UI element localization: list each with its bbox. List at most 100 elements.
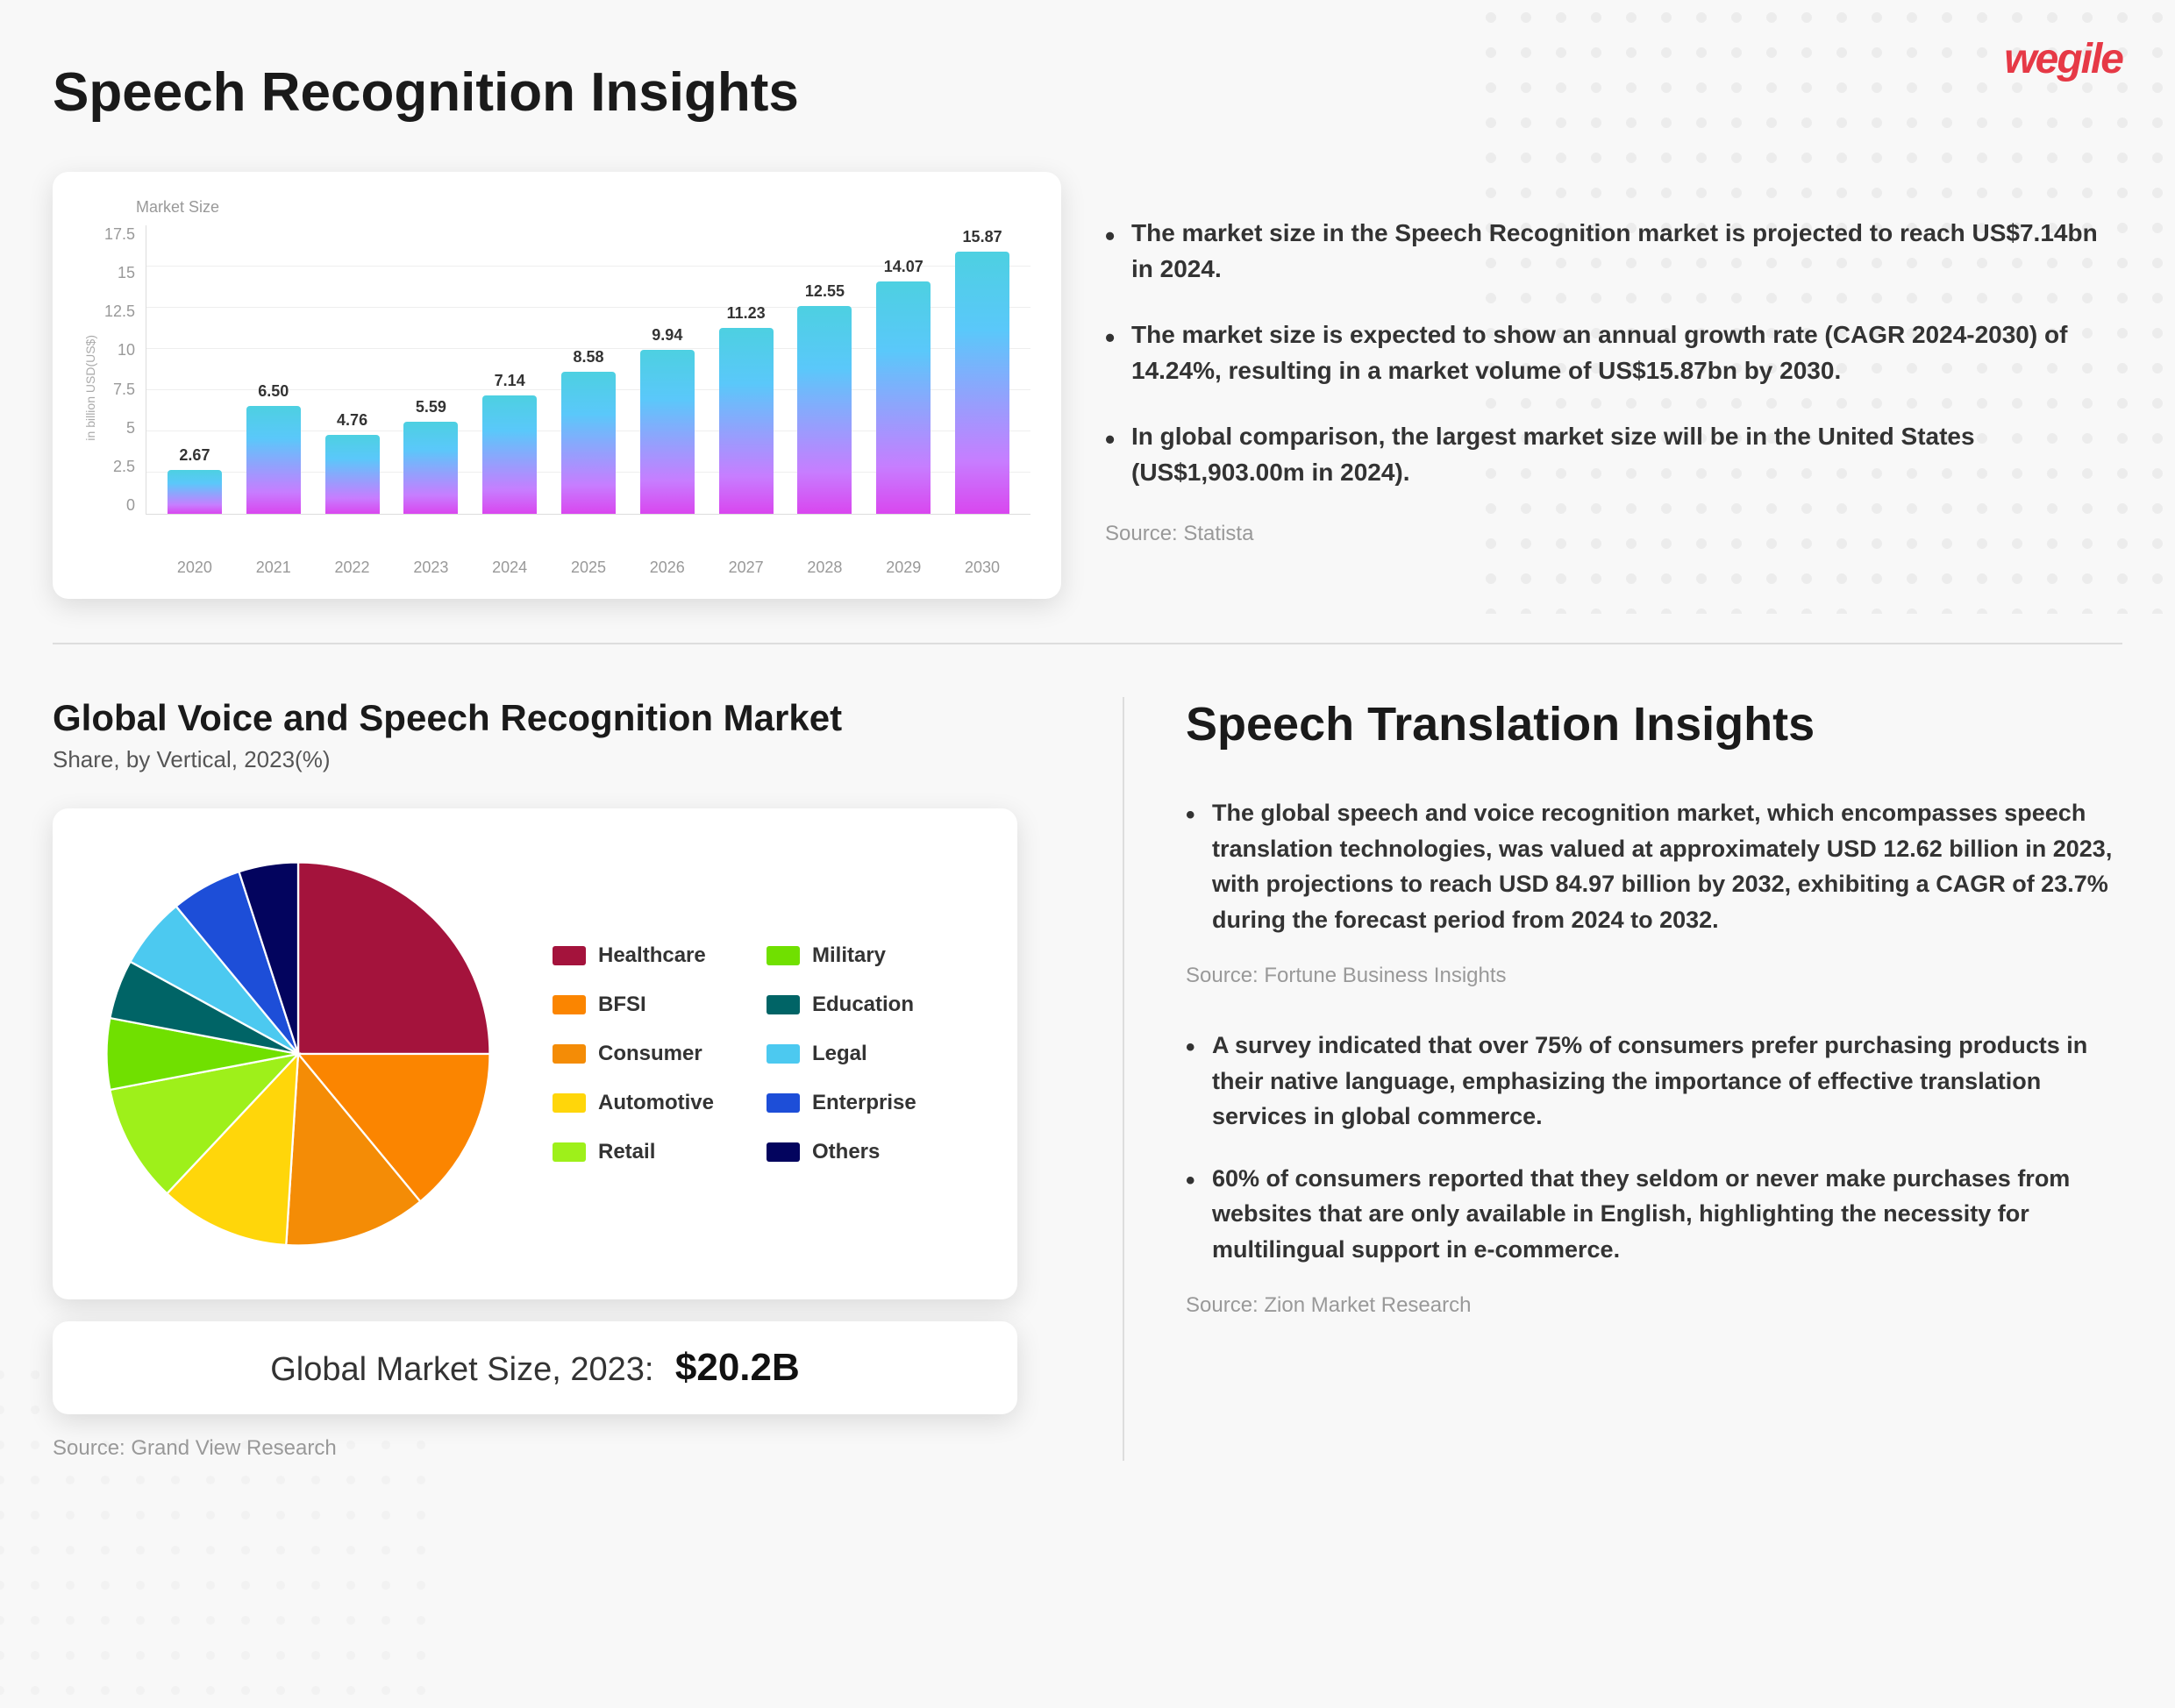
bar-group: 15.87 [943,228,1022,514]
bars-container: 2.67 6.50 4.76 5.59 7.14 8.58 9.94 11.23 12.55 14… [146,225,1030,515]
bar [797,306,852,514]
y-tick: 12.5 [104,302,135,321]
bar-group: 11.23 [707,304,786,514]
y-tick: 17.5 [104,225,135,244]
bar-value-label: 15.87 [963,228,1002,246]
legend-swatch [553,1142,586,1162]
bar [325,435,380,514]
bar-value-label: 14.07 [884,258,923,276]
legend-label: BFSI [598,993,646,1017]
bar-value-label: 11.23 [727,304,766,323]
insight-item: In global comparison, the largest market… [1105,419,2122,490]
x-tick-label: 2025 [549,559,628,577]
bar-value-label: 6.50 [258,382,289,401]
bar [482,395,537,514]
x-tick-label: 2028 [786,559,865,577]
bar-value-label: 2.67 [179,446,210,465]
pie-legend: HealthcareMilitaryBFSIEducationConsumerL… [553,943,928,1164]
legend-swatch [767,995,800,1014]
bar-group: 14.07 [864,258,943,514]
top-insights: The market size in the Speech Recognitio… [1105,172,2122,599]
legend-item-legal: Legal [767,1042,928,1066]
bar-group: 8.58 [549,348,628,514]
bar-value-label: 8.58 [573,348,603,367]
bar-value-label: 7.14 [495,372,525,390]
x-tick-label: 2020 [155,559,234,577]
brand-logo: wegile [2004,35,2122,83]
y-axis-label: in billion USD(US$) [83,335,97,441]
bar-value-label: 4.76 [337,411,367,430]
legend-label: Automotive [598,1091,714,1115]
source-zion: Source: Zion Market Research [1186,1293,2122,1318]
insight-item: The market size is expected to show an a… [1105,317,2122,388]
bottom-section: Global Voice and Speech Recognition Mark… [53,697,2122,1461]
bar [719,328,774,514]
pie-chart-card: HealthcareMilitaryBFSIEducationConsumerL… [53,808,1017,1299]
legend-swatch [767,946,800,965]
bar-group: 9.94 [628,326,707,514]
y-tick: 5 [126,419,135,438]
y-axis-ticks: 17.51512.5107.552.50 [104,225,146,515]
bar-chart-title: Market Size [136,198,1030,217]
bar-chart-card: Market Size in billion USD(US$) 17.51512… [53,172,1061,599]
bar [168,470,222,514]
pie-column: Global Voice and Speech Recognition Mark… [53,697,1123,1461]
legend-item-others: Others [767,1140,928,1164]
bar-group: 7.14 [470,372,549,514]
x-tick-label: 2029 [864,559,943,577]
legend-swatch [553,1044,586,1064]
translation-title: Speech Translation Insights [1186,697,2122,751]
market-size-value: $20.2B [675,1346,800,1389]
y-tick: 10 [118,341,135,359]
y-tick: 0 [126,496,135,515]
x-tick-label: 2027 [707,559,786,577]
x-tick-label: 2022 [313,559,392,577]
source-fortune: Source: Fortune Business Insights [1186,964,2122,988]
x-axis-labels: 2020202120222023202420252026202720282029… [146,550,1030,577]
legend-label: Education [812,993,914,1017]
x-tick-label: 2026 [628,559,707,577]
legend-swatch [553,995,586,1014]
bar-group: 4.76 [313,411,392,514]
legend-item-retail: Retail [553,1140,714,1164]
x-tick-label: 2023 [391,559,470,577]
pie-chart [96,852,500,1256]
legend-swatch [553,1093,586,1113]
legend-item-enterprise: Enterprise [767,1091,928,1115]
legend-label: Consumer [598,1042,702,1066]
legend-label: Enterprise [812,1091,916,1115]
y-tick: 2.5 [113,458,135,476]
bar-value-label: 12.55 [805,282,845,301]
bar [561,372,616,514]
legend-item-consumer: Consumer [553,1042,714,1066]
legend-swatch [553,946,586,965]
insight-item: The market size in the Speech Recognitio… [1105,216,2122,287]
page-title: Speech Recognition Insights [53,61,2122,124]
legend-item-education: Education [767,993,928,1017]
bar-value-label: 9.94 [652,326,682,345]
y-tick: 7.5 [113,381,135,399]
translation-insight-item: The global speech and voice recognition … [1186,795,2122,937]
bar [876,281,931,514]
legend-item-automotive: Automotive [553,1091,714,1115]
bar-group: 6.50 [234,382,313,514]
bar-group: 12.55 [786,282,865,514]
legend-item-healthcare: Healthcare [553,943,714,968]
pie-section-title: Global Voice and Speech Recognition Mark… [53,697,1079,739]
source-statista: Source: Statista [1105,522,2122,546]
legend-item-bfsi: BFSI [553,993,714,1017]
bar [246,406,301,514]
legend-swatch [767,1093,800,1113]
section-divider [53,643,2122,644]
translation-column: Speech Translation Insights The global s… [1123,697,2122,1461]
legend-swatch [767,1044,800,1064]
pie-slice-healthcare [298,863,490,1055]
legend-label: Legal [812,1042,867,1066]
bar-value-label: 5.59 [416,398,446,416]
bar [955,252,1009,514]
x-tick-label: 2021 [234,559,313,577]
legend-label: Healthcare [598,943,706,968]
legend-swatch [767,1142,800,1162]
bar-group: 5.59 [391,398,470,514]
market-size-label: Global Market Size, 2023: [270,1351,653,1388]
